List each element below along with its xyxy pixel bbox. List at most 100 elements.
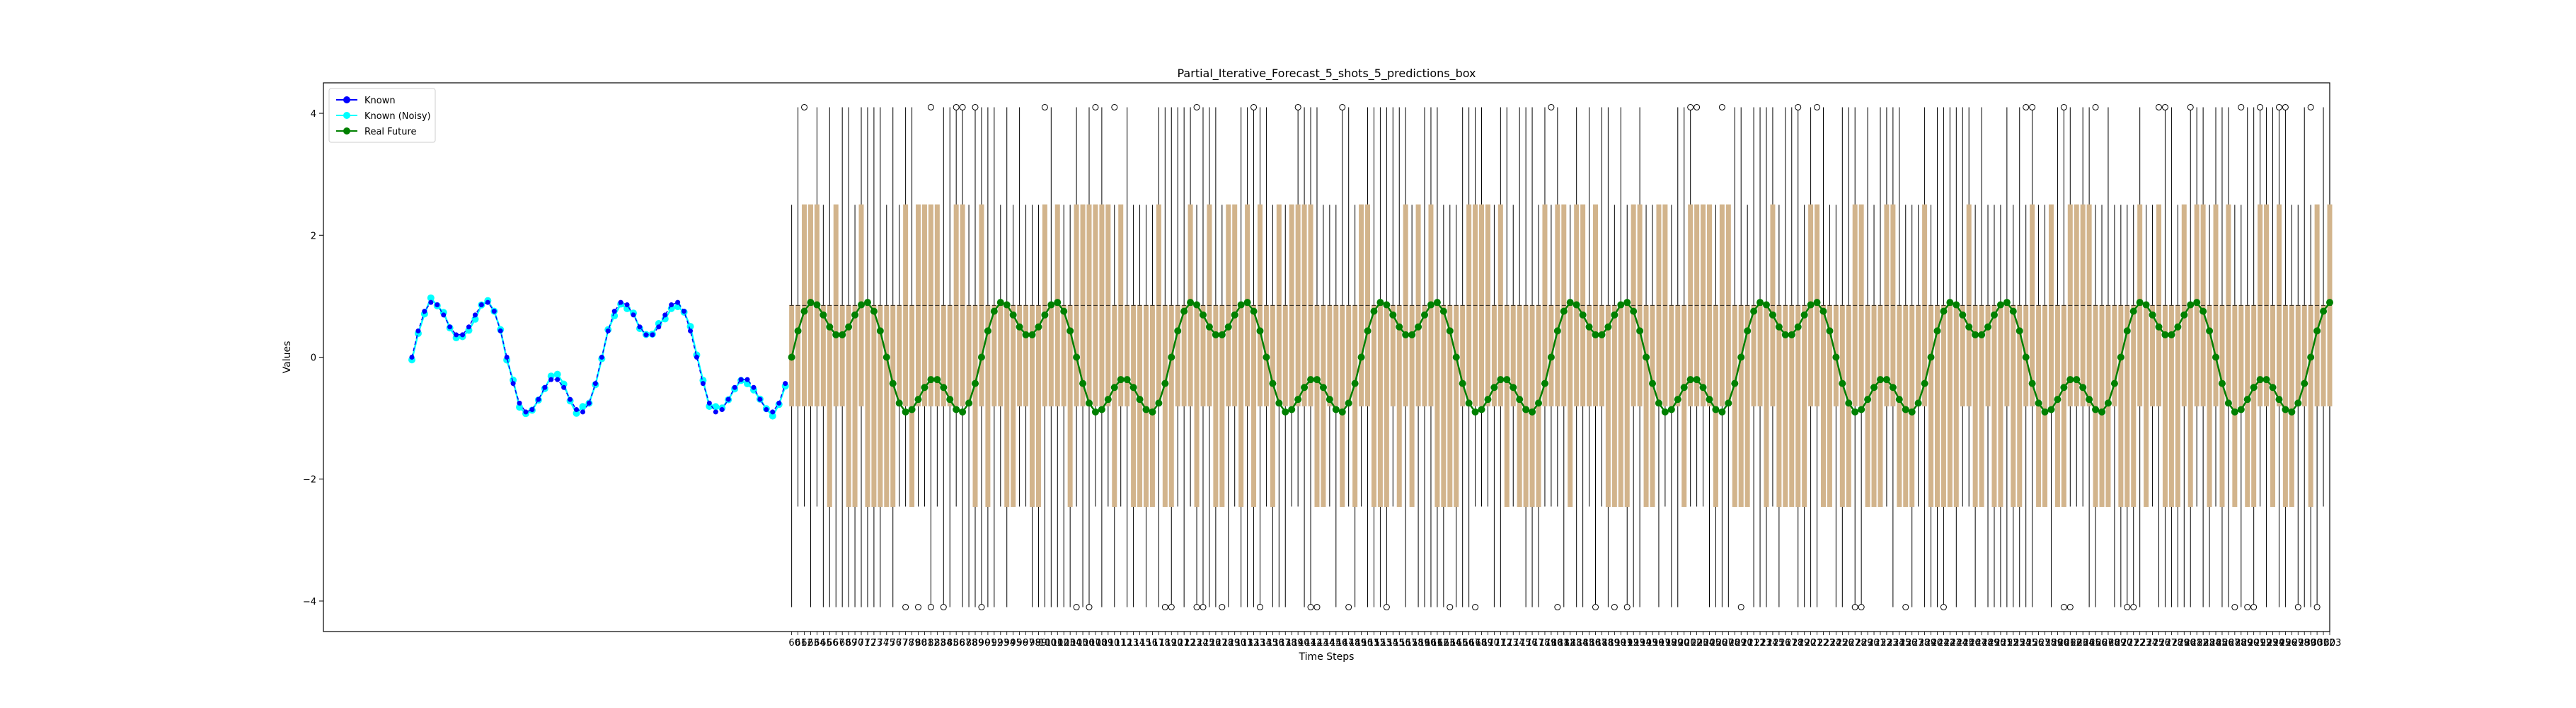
real-future-point xyxy=(1376,299,1384,307)
x-tick-label: 167 xyxy=(1463,638,1480,649)
x-tick-label: 151 xyxy=(1362,638,1379,649)
x-tick-label: 161 xyxy=(1425,638,1443,649)
real-future-point xyxy=(1123,376,1131,384)
real-future-point xyxy=(1643,353,1650,361)
real-future-point xyxy=(2206,327,2214,335)
real-future-point xyxy=(1332,406,1340,413)
x-tick-label: 225 xyxy=(1830,638,1848,649)
x-tick-label: 226 xyxy=(1836,638,1854,649)
known-point xyxy=(682,309,687,314)
x-tick-label: 112 xyxy=(1115,638,1132,649)
real-future-point xyxy=(996,299,1004,307)
real-future-point xyxy=(858,301,866,309)
real-future-point xyxy=(1592,331,1599,338)
box-body xyxy=(871,304,877,507)
x-tick-label: 252 xyxy=(2001,638,2018,649)
real-future-point xyxy=(1066,327,1074,335)
x-tick-label: 211 xyxy=(1742,638,1759,649)
x-tick-label: 303 xyxy=(2324,638,2342,649)
real-future-point xyxy=(1307,376,1315,384)
box-body xyxy=(947,304,953,406)
x-tick-label: 192 xyxy=(1621,638,1639,649)
real-future-point xyxy=(1231,311,1238,319)
real-future-point xyxy=(2180,311,2188,319)
known-point xyxy=(770,409,776,415)
real-future-point xyxy=(1326,396,1333,404)
x-tick-label: 105 xyxy=(1071,638,1088,649)
known-point xyxy=(536,396,541,402)
x-tick-label: 195 xyxy=(1640,638,1658,649)
box-outlier xyxy=(1694,103,1701,110)
known-noisy-point xyxy=(573,409,580,417)
x-tick-label: 168 xyxy=(1469,638,1487,649)
real-future-point xyxy=(959,408,967,416)
box-body xyxy=(1454,304,1459,507)
real-future-point xyxy=(1604,323,1612,331)
x-tick-label: 143 xyxy=(1311,638,1329,649)
real-future-point xyxy=(2187,301,2195,309)
real-future-point xyxy=(2168,331,2175,338)
real-future-point xyxy=(2098,408,2106,416)
x-tick-label: 216 xyxy=(1773,638,1790,649)
known-noisy-point xyxy=(712,403,720,411)
real-future-point xyxy=(1813,299,1821,307)
x-tick-label: 281 xyxy=(2185,638,2202,649)
real-future-point xyxy=(2117,353,2124,361)
box-outlier xyxy=(1073,604,1080,611)
x-tick-label: 62 xyxy=(801,638,813,649)
box-body xyxy=(1940,304,1946,507)
real-future-point xyxy=(2047,406,2055,413)
x-tick-label: 200 xyxy=(1672,638,1689,649)
real-future-point xyxy=(1205,323,1213,331)
box-body xyxy=(2321,304,2326,406)
real-future-point xyxy=(1908,408,1916,416)
real-future-point xyxy=(1598,331,1606,338)
x-tick-label: 69 xyxy=(846,638,858,649)
known-noisy-point xyxy=(686,323,694,331)
box-outlier xyxy=(927,604,934,611)
x-tick-label: 258 xyxy=(2039,638,2057,649)
real-future-point xyxy=(1224,323,1232,331)
real-future-point xyxy=(2086,396,2093,404)
real-future-point xyxy=(2104,399,2112,407)
real-future-point xyxy=(1876,376,1884,384)
known-noisy-point xyxy=(661,315,669,323)
box-body xyxy=(1916,304,1921,406)
x-tick-label: 89 xyxy=(972,638,984,649)
box-body xyxy=(1175,304,1180,406)
real-future-point xyxy=(1389,311,1397,319)
x-tick-label: 141 xyxy=(1299,638,1316,649)
x-tick-label: 79 xyxy=(909,638,921,649)
real-future-point xyxy=(2079,384,2087,392)
real-future-point xyxy=(1775,323,1783,331)
y-tick-label: −2 xyxy=(303,475,316,486)
x-tick-label: 273 xyxy=(2134,638,2151,649)
x-tick-label: 293 xyxy=(2260,638,2278,649)
real-future-point xyxy=(1946,299,1954,307)
box-body xyxy=(820,304,826,406)
box-body xyxy=(1605,304,1611,507)
real-future-point xyxy=(2243,396,2251,404)
x-tick-label: 243 xyxy=(1944,638,1962,649)
box-body xyxy=(1112,304,1117,507)
x-tick-label: 177 xyxy=(1526,638,1544,649)
box-outlier xyxy=(2156,103,2163,110)
real-future-point xyxy=(1478,406,1485,413)
real-future-point xyxy=(1047,301,1055,309)
known-point xyxy=(498,328,503,333)
box-body xyxy=(1568,304,1573,507)
real-future-point xyxy=(2212,353,2220,361)
x-tick-label: 87 xyxy=(960,638,972,649)
x-tick-label: 294 xyxy=(2267,638,2284,649)
box-body xyxy=(966,304,972,406)
known-point xyxy=(561,384,567,390)
real-future-point xyxy=(807,299,815,307)
box-body xyxy=(1599,304,1604,406)
x-tick-label: 126 xyxy=(1204,638,1221,649)
box-body xyxy=(897,304,902,406)
real-future-point xyxy=(1212,331,1219,338)
x-tick-label: 182 xyxy=(1558,638,1575,649)
real-future-point xyxy=(1364,327,1372,335)
known-point xyxy=(435,302,440,308)
box-body xyxy=(865,304,870,507)
